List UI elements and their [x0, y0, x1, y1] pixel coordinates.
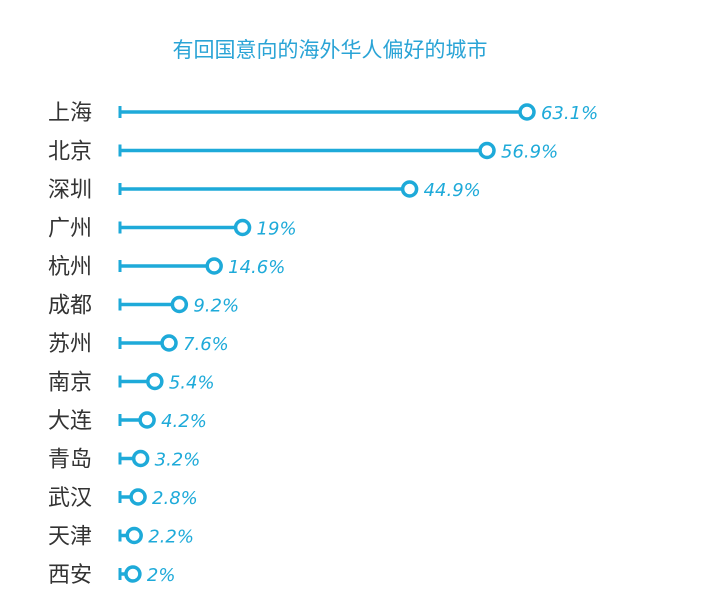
- chart-row: 西安 2%: [48, 563, 175, 588]
- value-label: 9.2%: [193, 296, 239, 317]
- bar-end-marker: [478, 141, 496, 160]
- chart-row: 上海 63.1%: [48, 101, 598, 126]
- value-label: 7.6%: [183, 334, 229, 355]
- category-label: 成都: [48, 294, 92, 319]
- value-label: 2.8%: [152, 488, 198, 509]
- chart-row: 天津 2.2%: [48, 525, 194, 550]
- value-label: 2.2%: [148, 527, 194, 548]
- value-label: 19%: [257, 219, 297, 240]
- bar-end-marker: [233, 218, 252, 237]
- category-label: 上海: [48, 101, 92, 126]
- chart-row: 北京 56.9%: [48, 140, 558, 165]
- bar-end-marker: [205, 257, 223, 275]
- category-label: 天津: [48, 525, 92, 550]
- category-label: 青岛: [48, 448, 92, 473]
- chart-row: 深圳 44.9%: [48, 178, 481, 203]
- chart-title: 有回国意向的海外华人偏好的城市: [172, 38, 488, 62]
- category-label: 大连: [48, 409, 92, 434]
- value-label: 4.2%: [161, 411, 207, 432]
- category-label: 西安: [48, 563, 92, 588]
- category-label: 北京: [48, 140, 92, 165]
- bar-end-marker: [170, 295, 189, 314]
- chart-row: 大连 4.2%: [48, 409, 207, 434]
- category-label: 武汉: [48, 486, 92, 511]
- category-label: 杭州: [48, 255, 92, 280]
- bar-end-marker: [518, 103, 536, 121]
- bar-end-marker: [160, 334, 178, 352]
- bar-end-marker: [125, 526, 143, 545]
- bar-end-marker: [124, 565, 142, 583]
- value-label: 2%: [147, 565, 176, 586]
- bar-end-marker: [138, 411, 156, 429]
- chart-row: 南京 5.4%: [48, 371, 215, 396]
- bar-end-marker: [129, 488, 147, 506]
- chart-row: 苏州 7.6%: [48, 332, 229, 357]
- chart-rows: 上海 63.1% 北京 56.9% 深圳 44.9% 广州 19% 杭州 14.6% 成都 9.2% 苏…: [48, 101, 598, 588]
- chart-row: 成都 9.2%: [48, 294, 239, 319]
- category-label: 苏州: [48, 332, 92, 357]
- chart-row: 广州 19%: [48, 217, 297, 242]
- value-label: 56.9%: [501, 142, 558, 163]
- bar-end-marker: [131, 449, 150, 468]
- chart-row: 杭州 14.6%: [48, 255, 285, 280]
- bar-end-marker: [400, 180, 419, 198]
- chart-row: 青岛 3.2%: [48, 448, 200, 473]
- value-label: 63.1%: [541, 103, 598, 124]
- value-label: 3.2%: [155, 450, 201, 471]
- category-label: 南京: [48, 371, 92, 396]
- category-label: 广州: [48, 217, 92, 242]
- value-label: 14.6%: [228, 257, 285, 278]
- value-label: 5.4%: [169, 373, 215, 394]
- chart-row: 武汉 2.8%: [48, 486, 198, 511]
- category-label: 深圳: [48, 178, 92, 203]
- bar-end-marker: [146, 372, 164, 391]
- value-label: 44.9%: [424, 180, 481, 201]
